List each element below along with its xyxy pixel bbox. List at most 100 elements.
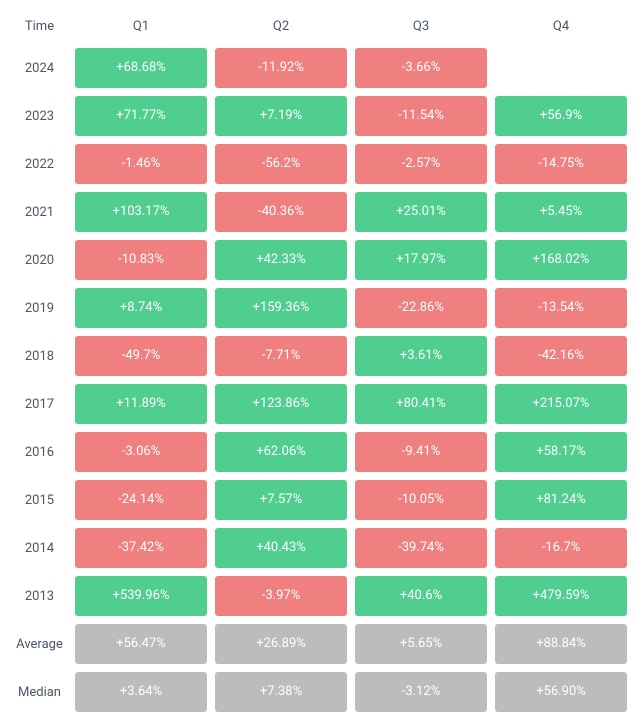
data-cell-wrap: +71.77% — [71, 92, 211, 140]
row-label: 2019 — [8, 284, 71, 332]
data-cell: +8.74% — [75, 288, 207, 328]
data-cell: +56.90% — [495, 672, 627, 712]
data-cell-wrap: +17.97% — [351, 236, 491, 284]
data-cell-wrap: -24.14% — [71, 476, 211, 524]
row-label: 2017 — [8, 380, 71, 428]
row-label: 2024 — [8, 44, 71, 92]
data-cell: -56.2% — [215, 144, 347, 184]
data-cell-wrap: -37.42% — [71, 524, 211, 572]
data-cell-wrap: +7.19% — [211, 92, 351, 140]
row-label: Median — [8, 668, 71, 716]
data-cell: -11.92% — [215, 48, 347, 88]
data-cell-wrap: -16.7% — [491, 524, 631, 572]
data-cell: +479.59% — [495, 576, 627, 616]
data-cell-wrap: -40.36% — [211, 188, 351, 236]
data-cell-wrap: -14.75% — [491, 140, 631, 188]
data-cell: -3.97% — [215, 576, 347, 616]
data-cell-wrap: +8.74% — [71, 284, 211, 332]
data-cell-wrap: +88.84% — [491, 620, 631, 668]
data-cell: +103.17% — [75, 192, 207, 232]
table-row: Average+56.47%+26.89%+5.65%+88.84% — [8, 620, 631, 668]
data-cell-wrap: +168.02% — [491, 236, 631, 284]
data-cell: +62.06% — [215, 432, 347, 472]
data-cell: +5.45% — [495, 192, 627, 232]
data-cell-wrap: +81.24% — [491, 476, 631, 524]
table-row: 2021+103.17%-40.36%+25.01%+5.45% — [8, 188, 631, 236]
data-cell-wrap: +56.90% — [491, 668, 631, 716]
data-cell-wrap: +62.06% — [211, 428, 351, 476]
data-cell: +3.64% — [75, 672, 207, 712]
data-cell: +17.97% — [355, 240, 487, 280]
table-row: 2017+11.89%+123.86%+80.41%+215.07% — [8, 380, 631, 428]
data-cell-wrap: -56.2% — [211, 140, 351, 188]
data-cell: +215.07% — [495, 384, 627, 424]
table-row: 2024+68.68%-11.92%-3.66% — [8, 44, 631, 92]
data-cell: -9.41% — [355, 432, 487, 472]
data-cell-wrap: -39.74% — [351, 524, 491, 572]
data-cell-wrap: +40.6% — [351, 572, 491, 620]
data-cell: +3.61% — [355, 336, 487, 376]
data-cell-wrap: -13.54% — [491, 284, 631, 332]
data-cell: +7.57% — [215, 480, 347, 520]
table-row: 2013+539.96%-3.97%+40.6%+479.59% — [8, 572, 631, 620]
data-cell: -14.75% — [495, 144, 627, 184]
data-cell: +26.89% — [215, 624, 347, 664]
data-cell: -10.05% — [355, 480, 487, 520]
data-cell-wrap: +68.68% — [71, 44, 211, 92]
row-label: 2020 — [8, 236, 71, 284]
row-label: 2013 — [8, 572, 71, 620]
table-row: 2016-3.06%+62.06%-9.41%+58.17% — [8, 428, 631, 476]
data-cell-wrap: -11.92% — [211, 44, 351, 92]
data-cell-wrap: -3.66% — [351, 44, 491, 92]
data-cell: +168.02% — [495, 240, 627, 280]
data-cell: +11.89% — [75, 384, 207, 424]
data-cell-wrap: +56.9% — [491, 92, 631, 140]
data-cell-wrap: -9.41% — [351, 428, 491, 476]
row-label: 2014 — [8, 524, 71, 572]
data-cell: +159.36% — [215, 288, 347, 328]
data-cell: +58.17% — [495, 432, 627, 472]
data-cell-wrap: +539.96% — [71, 572, 211, 620]
data-cell-wrap: -7.71% — [211, 332, 351, 380]
data-cell-wrap: +11.89% — [71, 380, 211, 428]
data-cell: -24.14% — [75, 480, 207, 520]
data-cell-wrap: +5.45% — [491, 188, 631, 236]
data-cell: -2.57% — [355, 144, 487, 184]
data-cell: +25.01% — [355, 192, 487, 232]
data-cell: +56.9% — [495, 96, 627, 136]
data-cell-wrap: +56.47% — [71, 620, 211, 668]
data-cell: -7.71% — [215, 336, 347, 376]
data-cell-wrap: -22.86% — [351, 284, 491, 332]
data-cell: +539.96% — [75, 576, 207, 616]
data-cell: -3.12% — [355, 672, 487, 712]
data-cell: -1.46% — [75, 144, 207, 184]
row-label: 2018 — [8, 332, 71, 380]
row-label: 2016 — [8, 428, 71, 476]
data-cell: +88.84% — [495, 624, 627, 664]
table-row: 2022-1.46%-56.2%-2.57%-14.75% — [8, 140, 631, 188]
data-cell-wrap: +80.41% — [351, 380, 491, 428]
data-cell-wrap: +3.64% — [71, 668, 211, 716]
table-row: 2014-37.42%+40.43%-39.74%-16.7% — [8, 524, 631, 572]
data-cell: +71.77% — [75, 96, 207, 136]
data-cell-wrap: +479.59% — [491, 572, 631, 620]
row-label: 2015 — [8, 476, 71, 524]
data-cell: +81.24% — [495, 480, 627, 520]
data-cell: +7.38% — [215, 672, 347, 712]
data-cell: -3.66% — [355, 48, 487, 88]
data-cell-wrap: +7.57% — [211, 476, 351, 524]
data-cell: +7.19% — [215, 96, 347, 136]
table-row: Median+3.64%+7.38%-3.12%+56.90% — [8, 668, 631, 716]
data-cell: +123.86% — [215, 384, 347, 424]
data-cell: +5.65% — [355, 624, 487, 664]
data-cell: -11.54% — [355, 96, 487, 136]
col-header-q2: Q2 — [211, 8, 351, 44]
returns-table: Time Q1 Q2 Q3 Q4 2024+68.68%-11.92%-3.66… — [8, 8, 631, 716]
row-label: 2021 — [8, 188, 71, 236]
data-cell-wrap: +25.01% — [351, 188, 491, 236]
data-cell-wrap: +3.61% — [351, 332, 491, 380]
data-cell-wrap: -10.05% — [351, 476, 491, 524]
col-header-time: Time — [8, 8, 71, 44]
header-row: Time Q1 Q2 Q3 Q4 — [8, 8, 631, 44]
data-cell: -13.54% — [495, 288, 627, 328]
